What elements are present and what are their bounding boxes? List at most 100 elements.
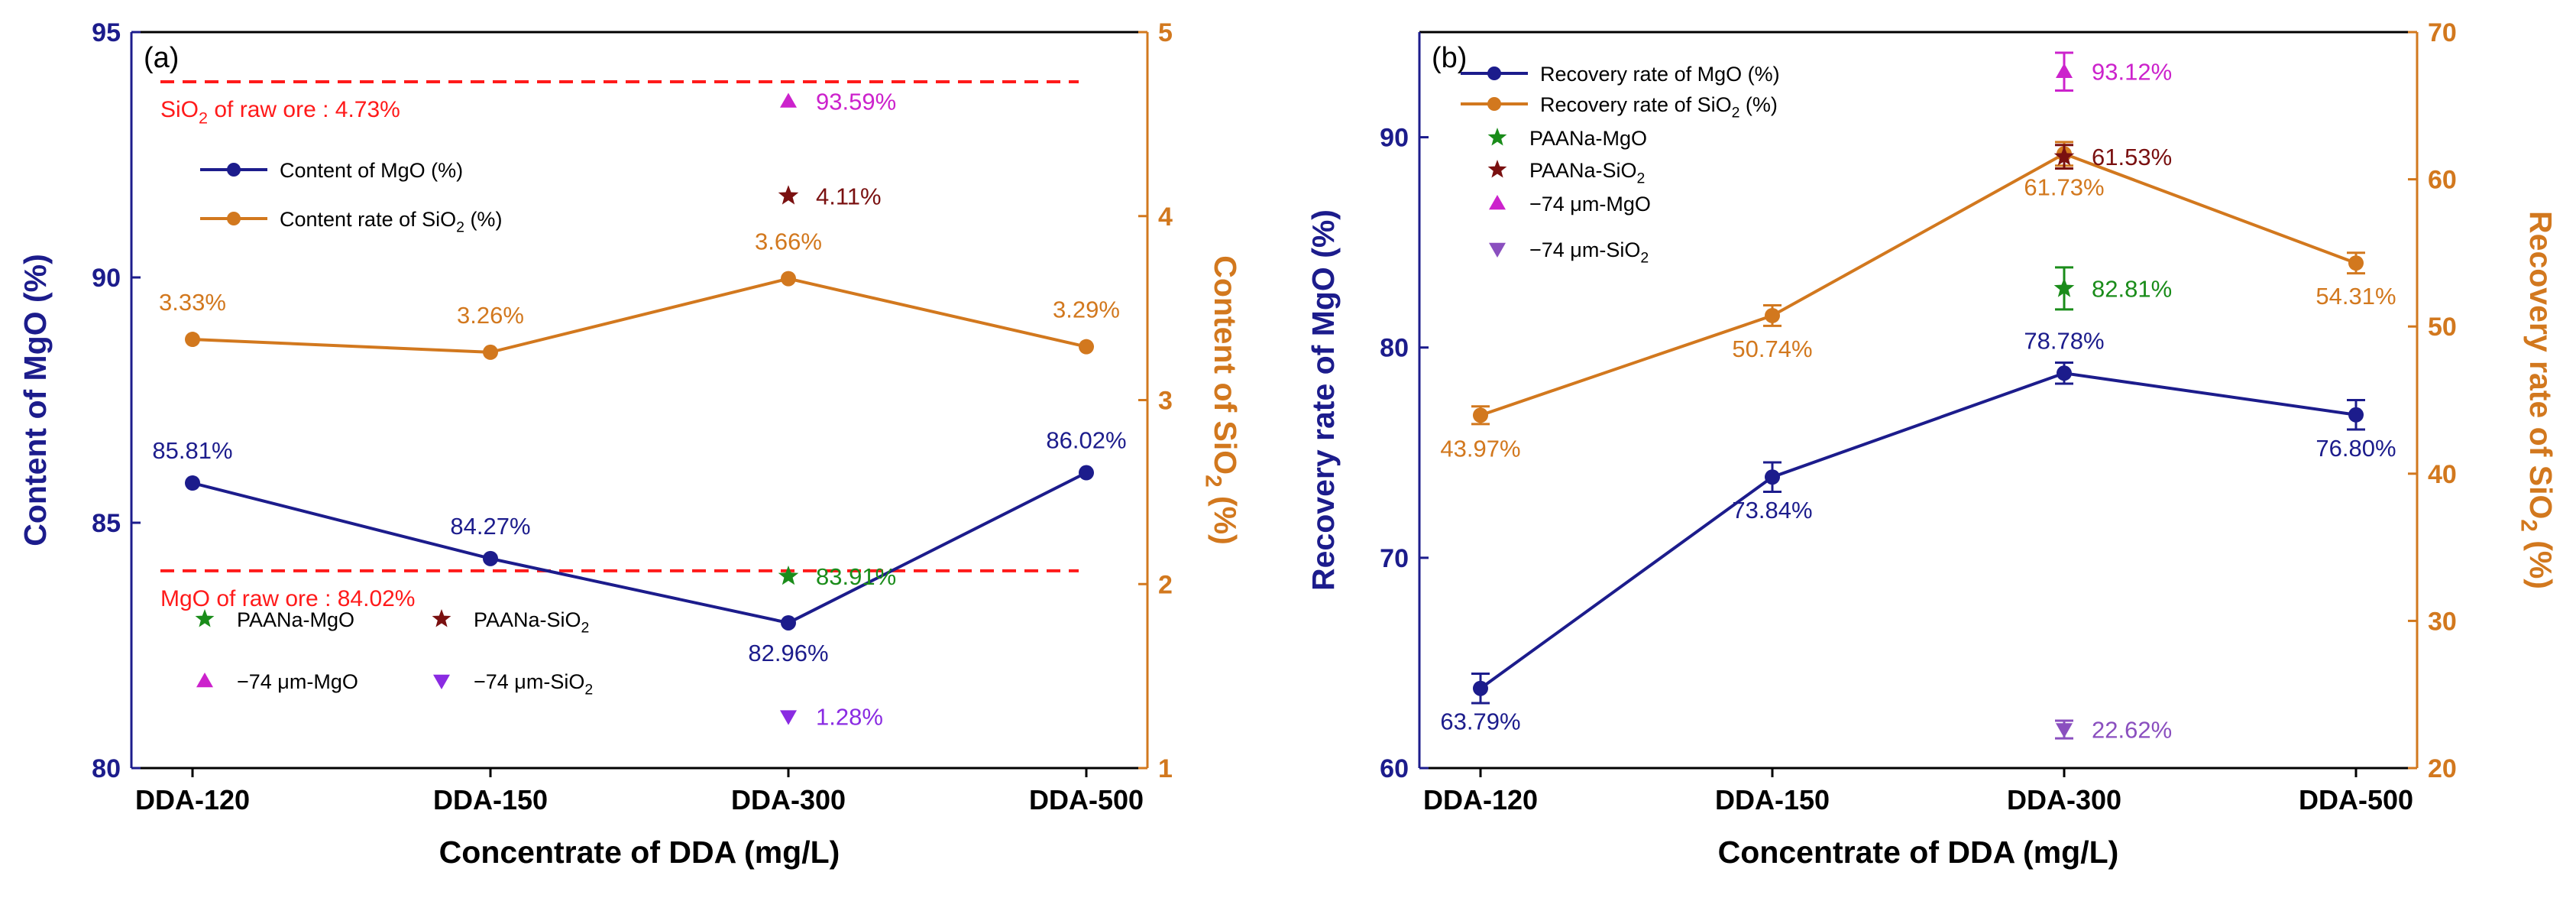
legend-point (227, 212, 241, 225)
marker-label: 82.81% (2092, 275, 2172, 302)
marker-legend-label-main: −74 μm-SiO (1529, 238, 1640, 261)
y-right-axis-title: Recovery rate of SiO2 (%) (2516, 211, 2558, 589)
marker-legend-label: PAANa-SiO2 (1529, 159, 1645, 187)
data-point (2348, 255, 2364, 271)
data-label: 73.84% (1732, 497, 1812, 524)
y-right-tick-label: 5 (1158, 18, 1173, 47)
fine-sio2-marker (2056, 723, 2073, 738)
data-label: 78.78% (2024, 327, 2104, 354)
y-right-tick-label: 40 (2428, 460, 2457, 489)
y-right-tick-label: 60 (2428, 166, 2457, 195)
y-left-axis-title: Content of MgO (%) (18, 254, 53, 546)
marker-legend-label-main: −74 μm-SiO (474, 670, 584, 693)
y-right-tick-label: 30 (2428, 607, 2457, 636)
y-right-axis-title-sub: 2 (1201, 475, 1226, 487)
y-left-tick-label: 80 (92, 754, 121, 783)
data-label: 3.29% (1053, 297, 1120, 323)
marker-legend-label-main: PAANa-MgO (237, 608, 354, 631)
data-label: 63.79% (1440, 708, 1520, 735)
y-left-tick-label: 85 (92, 509, 121, 538)
marker-legend-label: PAANa-MgO (1529, 127, 1647, 150)
y-right-axis-title: Content of SiO2 (%) (1201, 255, 1243, 545)
y-right-tick-label: 1 (1158, 754, 1173, 783)
x-tick-label: DDA-150 (1715, 784, 1830, 815)
x-tick-label: DDA-120 (135, 784, 250, 815)
data-label: 3.66% (755, 229, 822, 255)
marker-label: 61.53% (2092, 144, 2172, 170)
data-point (1473, 680, 1488, 696)
x-tick-label: DDA-150 (433, 784, 548, 815)
data-label: 50.74% (1732, 336, 1812, 362)
legend-label: Recovery rate of MgO (%) (1540, 63, 1780, 86)
marker-legend-label: −74 μm-MgO (1529, 193, 1651, 216)
legend-star (1487, 128, 1507, 146)
data-point (185, 475, 200, 491)
marker-legend-label: −74 μm-MgO (237, 670, 358, 693)
y-right-axis-title-tail: (%) (1208, 488, 1243, 545)
marker-label: 83.91% (816, 563, 896, 590)
y-left-tick-label: 60 (1380, 754, 1409, 783)
data-label: 54.31% (2315, 283, 2396, 310)
x-tick-label: DDA-300 (2007, 784, 2121, 815)
marker-legend-label: PAANa-MgO (237, 608, 354, 631)
series-line-sio2 (1480, 152, 2357, 417)
y-left-tick-label: 90 (1380, 124, 1409, 153)
y-right-tick-label: 50 (2428, 313, 2457, 342)
data-label: 3.33% (159, 289, 226, 316)
y-right-axis-title-tail: (%) (2523, 532, 2558, 589)
data-point (2348, 407, 2364, 423)
data-point (1473, 407, 1488, 423)
marker-legend-label-sub: 2 (1637, 170, 1646, 187)
legend-label: Content of MgO (%) (280, 159, 463, 182)
legend-label-main: Recovery rate of SiO (1540, 93, 1732, 116)
legend-star (195, 609, 215, 627)
legend-label-tail: (%) (464, 208, 503, 231)
panel-b-chart: DDA-120 DDA-150 DDA-300 DDA-500 Concentrate … (1306, 18, 2558, 870)
x-tick-label: DDA-120 (1423, 784, 1538, 815)
raw-ore-sio2-label-tail: of raw ore : 4.73% (208, 97, 400, 122)
y-right-tick-label: 4 (1158, 203, 1173, 232)
y-right-tick-label: 70 (2428, 18, 2457, 47)
marker-legend-label-main: −74 μm-MgO (1529, 193, 1651, 216)
data-point (483, 550, 498, 566)
y-left-tick-label: 80 (1380, 334, 1409, 363)
raw-ore-sio2-label-main: SiO (160, 97, 199, 122)
data-point (1765, 469, 1780, 485)
marker-legend-label: PAANa-SiO2 (474, 608, 589, 637)
data-point (483, 344, 498, 360)
panel-label: (a) (144, 42, 179, 74)
series-line-mgo (192, 471, 1087, 625)
marker-legend-label-sub: 2 (1640, 250, 1649, 267)
paana-sio2-marker (778, 185, 799, 205)
data-point (781, 614, 796, 631)
data-point (1079, 339, 1094, 355)
data-label: 82.96% (748, 640, 828, 666)
data-point (1765, 307, 1780, 323)
data-label: 86.02% (1046, 427, 1126, 454)
marker-label: 1.28% (816, 704, 883, 731)
marker-label: 93.12% (2092, 59, 2172, 86)
y-left-tick-label: 90 (92, 264, 121, 293)
y-right-tick-label: 2 (1158, 570, 1173, 599)
y-right-axis-title-main: Recovery rate of SiO (2523, 211, 2558, 519)
marker-legend-label: −74 μm-SiO2 (1529, 238, 1649, 267)
legend-point (1487, 97, 1501, 111)
legend-label-sub: 2 (456, 219, 464, 236)
x-axis-title: Concentrate of DDA (mg/L) (1718, 835, 2119, 870)
paana-mgo-marker (778, 566, 799, 585)
data-point (781, 271, 796, 287)
legend-triangle (1489, 195, 1506, 210)
marker-legend-label-main: PAANa-SiO (1529, 159, 1637, 182)
data-label: 43.97% (1440, 435, 1520, 462)
data-point (185, 332, 200, 348)
legend-triangle (433, 674, 450, 689)
legend-label: Content rate of SiO2 (%) (280, 208, 502, 236)
data-label: 61.73% (2024, 173, 2104, 200)
marker-legend-label-main: −74 μm-MgO (237, 670, 358, 693)
panel-label: (b) (1432, 42, 1467, 74)
legend-triangle (1489, 242, 1506, 258)
legend-label-sub: 2 (1732, 105, 1740, 122)
paana-mgo-marker (2053, 277, 2075, 297)
x-tick-label: DDA-500 (2299, 784, 2413, 815)
